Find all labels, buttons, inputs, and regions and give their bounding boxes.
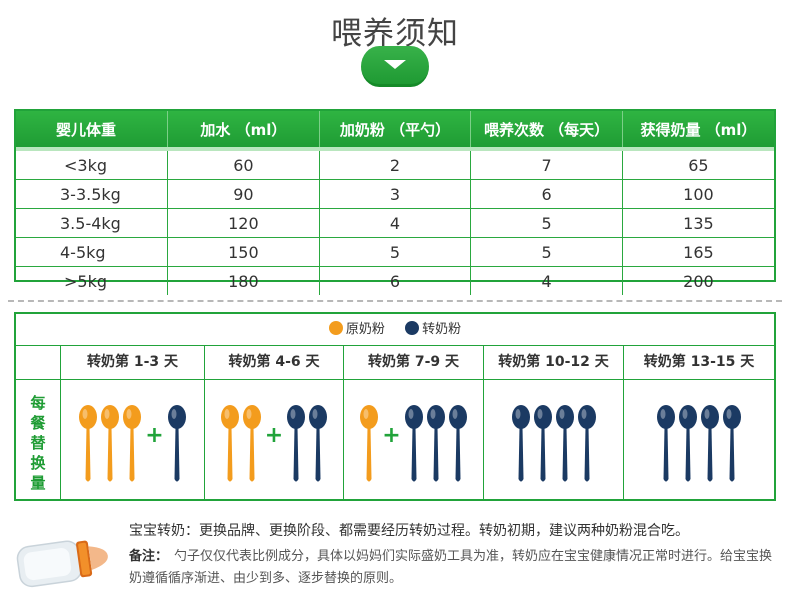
orange-spoon-icon xyxy=(123,405,142,482)
navy-spoon-icon xyxy=(309,405,328,482)
orange-dot-icon xyxy=(328,321,343,335)
dashed-divider xyxy=(8,300,782,302)
orange-spoon-icon xyxy=(242,405,261,482)
cell-feedings: 6 xyxy=(470,179,623,209)
cell-feedings: 5 xyxy=(470,208,623,238)
baby-bottle-icon xyxy=(16,540,108,588)
cell-weight: 3.5-4kg xyxy=(16,208,168,238)
navy-dot-icon xyxy=(405,321,420,335)
legend-label-new: 转奶粉 xyxy=(422,322,462,337)
table-row: 4-5kg 150 5 5 165 xyxy=(16,237,774,267)
column-header-formula: 加奶粉 （平勺） xyxy=(318,111,471,151)
navy-spoon-icon xyxy=(404,405,423,482)
stage-label: 转奶第 10-12 天 xyxy=(484,345,623,380)
navy-spoon-icon xyxy=(448,405,467,482)
cell-milk: 100 xyxy=(621,179,774,209)
cell-water: 90 xyxy=(167,179,320,209)
navy-spoon-icon xyxy=(701,405,719,482)
cell-water: 180 xyxy=(167,266,320,295)
stage-column: 转奶第 13-15 天 xyxy=(624,345,774,499)
cell-weight: 3-3.5kg xyxy=(16,179,168,209)
legend-item-original: 原奶粉 xyxy=(328,314,385,345)
stage-column: 转奶第 10-12 天 xyxy=(484,345,624,499)
spoon-group: + xyxy=(344,405,483,485)
stage-column: 转奶第 7-9 天 + xyxy=(344,345,484,499)
navy-spoon-icon xyxy=(657,405,675,482)
column-header-weight: 婴儿体重 xyxy=(16,111,168,151)
table-row: >5kg 180 6 4 200 xyxy=(16,266,774,295)
note-line-2: 备注： 勺子仅仅代表比例成分，具体以妈妈们实际盛奶工具为准，转奶应在宝宝健康情况正… xyxy=(129,546,779,590)
cell-formula: 3 xyxy=(318,179,471,209)
navy-spoon-icon xyxy=(577,405,596,482)
spoon-group: + xyxy=(205,405,343,485)
column-header-milk: 获得奶量 （ml） xyxy=(621,111,774,151)
cell-milk: 65 xyxy=(621,148,774,180)
cell-water: 120 xyxy=(167,208,320,238)
navy-spoon-icon xyxy=(679,405,697,482)
cell-milk: 200 xyxy=(621,266,774,295)
orange-spoon-icon xyxy=(79,405,98,482)
chevron-down-icon xyxy=(361,46,429,87)
cell-milk: 135 xyxy=(621,208,774,238)
navy-spoon-icon xyxy=(287,405,306,482)
cell-formula: 2 xyxy=(318,148,471,180)
cell-weight: 4-5kg xyxy=(16,237,168,267)
navy-spoon-icon xyxy=(426,405,445,482)
spoon-group: + xyxy=(61,405,204,485)
stage-label: 转奶第 4-6 天 xyxy=(205,345,343,380)
cell-formula: 4 xyxy=(318,208,471,238)
legend: 原奶粉 转奶粉 xyxy=(16,314,774,346)
cell-water: 60 xyxy=(167,148,320,180)
cell-weight: <3kg xyxy=(16,148,168,180)
orange-spoon-icon xyxy=(220,405,239,482)
stage-column: 转奶第 4-6 天 + xyxy=(205,345,344,499)
plus-icon: + xyxy=(145,423,164,448)
orange-spoon-icon xyxy=(101,405,120,482)
stage-column: 转奶第 1-3 天 + xyxy=(61,345,205,499)
side-column: 每餐替换量 xyxy=(16,345,61,499)
cell-formula: 6 xyxy=(318,266,471,295)
column-header-water: 加水 （ml） xyxy=(167,111,320,151)
side-label: 每餐替换量 xyxy=(30,394,46,492)
note-text: 勺子仅仅代表比例成分，具体以妈妈们实际盛奶工具为准，转奶应在宝宝健康情况正常时进… xyxy=(129,549,773,586)
navy-spoon-icon xyxy=(533,405,552,482)
plus-icon: + xyxy=(382,423,401,448)
spoon-group xyxy=(484,405,623,485)
stage-label: 转奶第 7-9 天 xyxy=(344,345,483,380)
legend-item-new: 转奶粉 xyxy=(405,314,461,345)
spoon-group xyxy=(624,405,774,485)
table-row: 3-3.5kg 90 3 6 100 xyxy=(16,179,774,209)
cell-feedings: 7 xyxy=(470,148,623,180)
cell-water: 150 xyxy=(167,237,320,267)
stage-label: 转奶第 1-3 天 xyxy=(61,345,204,380)
note-label: 备注： xyxy=(129,549,169,564)
navy-spoon-icon xyxy=(511,405,530,482)
note-line-1: 宝宝转奶：更换品牌、更换阶段、都需要经历转奶过程。转奶初期，建议两种奶粉混合吃。 xyxy=(129,523,689,539)
table-row: <3kg 60 2 7 65 xyxy=(16,148,774,180)
cell-milk: 165 xyxy=(621,237,774,267)
cell-weight: >5kg xyxy=(16,266,168,295)
feeding-table: 婴儿体重 加水 （ml） 加奶粉 （平勺） 喂养次数 （每天） 获得奶量 （ml… xyxy=(14,109,776,295)
legend-label-original: 原奶粉 xyxy=(345,322,385,337)
stage-label: 转奶第 13-15 天 xyxy=(624,345,774,380)
navy-spoon-icon xyxy=(555,405,574,482)
cell-feedings: 5 xyxy=(470,237,623,267)
plus-icon: + xyxy=(264,423,284,448)
transition-chart: 原奶粉 转奶粉 每餐替换量 转奶第 1-3 天 + 转奶第 4-6 天 + 转奶… xyxy=(14,312,776,501)
navy-spoon-icon xyxy=(167,405,186,482)
navy-spoon-icon xyxy=(723,405,741,482)
orange-spoon-icon xyxy=(360,405,379,482)
cell-feedings: 4 xyxy=(470,266,623,295)
cell-formula: 5 xyxy=(318,237,471,267)
table-row: 3.5-4kg 120 4 5 135 xyxy=(16,208,774,238)
column-header-feedings: 喂养次数 （每天） xyxy=(470,111,623,151)
